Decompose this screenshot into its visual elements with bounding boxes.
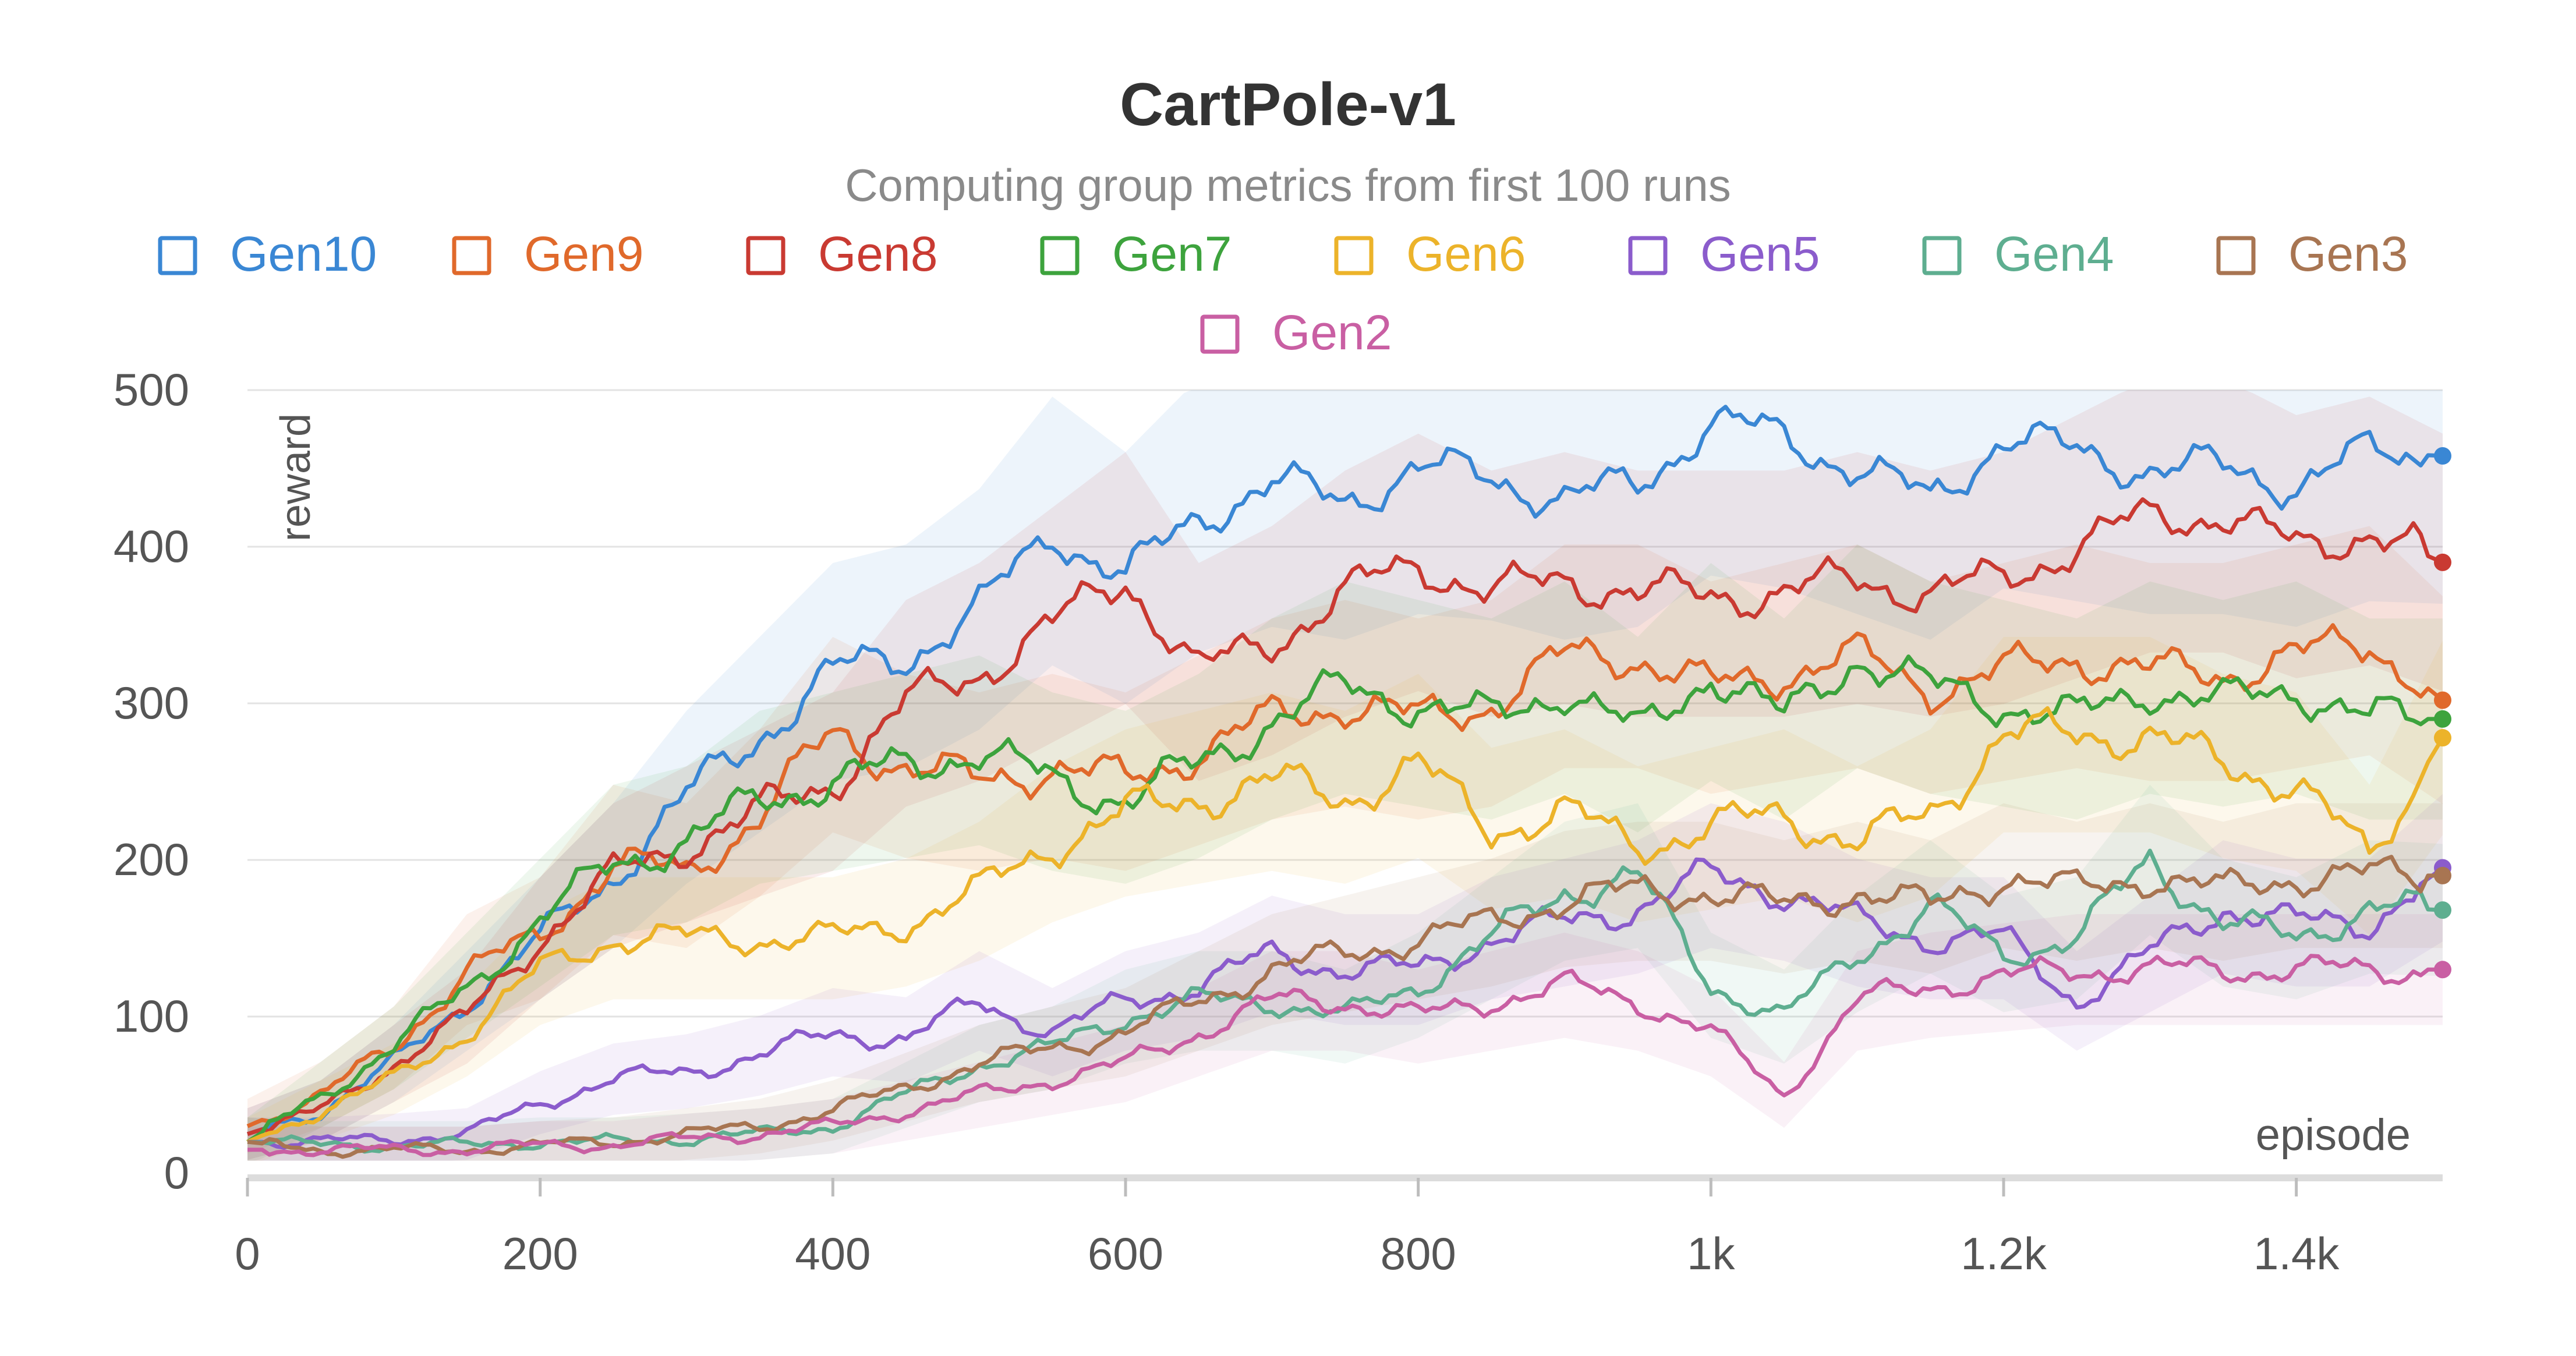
legend-item-gen7[interactable]: Gen7 (1040, 226, 1232, 281)
legend-item-gen5[interactable]: Gen5 (1628, 226, 1820, 281)
y-tick-label: 400 (114, 521, 189, 572)
series-end-point-gen8[interactable] (2434, 553, 2451, 571)
legend-swatch (1334, 236, 1374, 275)
legend-item-gen2[interactable]: Gen2 (1200, 305, 1392, 360)
y-tick-label: 200 (114, 834, 189, 885)
legend-item-gen3[interactable]: Gen3 (2216, 226, 2408, 281)
series-band-gen7 (247, 544, 2443, 1161)
series-lines (246, 405, 2451, 1159)
x-axis-label: episode (2256, 1110, 2411, 1160)
series-band-gen6 (247, 636, 2443, 1161)
legend-label: Gen9 (524, 226, 644, 281)
series-band-gen10 (247, 390, 2443, 1160)
legend-swatch (1200, 314, 1240, 354)
axes: 0 100 200 300 400 500 0 200 400 600 800 1k 1.2k 1.4k (114, 364, 2443, 1279)
legend-label: Gen7 (1112, 226, 1232, 281)
legend-swatch (746, 236, 785, 275)
y-tick-label: 300 (114, 677, 189, 728)
series-line-gen8[interactable] (246, 497, 2444, 1137)
series-line-gen10[interactable] (246, 405, 2443, 1137)
legend: Gen10 Gen9 Gen8 Gen7 Gen6 Gen5 Gen4 Gen3 Gen2 (158, 226, 2408, 360)
series-line-gen4[interactable] (247, 848, 2443, 1154)
legend-swatch (1628, 236, 1668, 275)
legend-swatch (1922, 236, 1962, 275)
legend-label: Gen4 (1994, 226, 2114, 281)
series-band-gen3 (247, 803, 2443, 1161)
x-tick-label: 400 (795, 1228, 871, 1279)
legend-item-gen9[interactable]: Gen9 (452, 226, 644, 281)
legend-label: Gen2 (1272, 305, 1392, 360)
series-end-point-gen4[interactable] (2434, 901, 2451, 919)
series-band-gen2 (247, 914, 2443, 1161)
x-tick-label: 800 (1381, 1228, 1456, 1279)
gridlines (247, 389, 2443, 1018)
legend-item-gen10[interactable]: Gen10 (158, 226, 377, 281)
series-band-gen8 (247, 390, 2443, 1160)
series-end-point-gen10[interactable] (2434, 447, 2451, 465)
x-tick-label: 200 (503, 1228, 578, 1279)
series-end-point-gen9[interactable] (2434, 691, 2451, 709)
series-end-point-gen7[interactable] (2434, 710, 2451, 728)
series-end-point-gen6[interactable] (2434, 729, 2451, 747)
legend-swatch (452, 236, 491, 275)
series-end-point-gen2[interactable] (2434, 961, 2451, 979)
legend-item-gen6[interactable]: Gen6 (1334, 226, 1526, 281)
legend-label: Gen5 (1700, 226, 1820, 281)
legend-swatch (1040, 236, 1080, 275)
legend-item-gen8[interactable]: Gen8 (746, 226, 938, 281)
legend-item-gen4[interactable]: Gen4 (1922, 226, 2114, 281)
legend-label: Gen3 (2288, 226, 2408, 281)
series-band-gen9 (247, 526, 2443, 1154)
x-tick-label: 1.2k (1961, 1228, 2047, 1279)
chart-title: CartPole-v1 (1120, 71, 1456, 139)
legend-label: Gen10 (230, 226, 377, 281)
chart-subtitle: Computing group metrics from first 100 r… (845, 160, 1731, 211)
x-tick-label: 600 (1088, 1228, 1163, 1279)
x-tick-label: 1k (1687, 1228, 1735, 1279)
x-tick-label: 1.4k (2253, 1228, 2340, 1279)
series-line-gen2[interactable] (247, 954, 2443, 1157)
series-line-gen6[interactable] (246, 706, 2445, 1144)
y-axis-label: reward (273, 413, 319, 541)
y-tick-label: 0 (164, 1147, 189, 1198)
x-tick-label: 0 (235, 1228, 260, 1279)
legend-swatch (158, 236, 197, 275)
y-tick-label: 500 (114, 364, 189, 415)
legend-swatch (2216, 236, 2256, 275)
legend-label: Gen8 (818, 226, 938, 281)
confidence-bands (247, 390, 2443, 1161)
series-line-gen5[interactable] (247, 857, 2444, 1150)
y-tick-label: 100 (114, 990, 189, 1042)
series-line-gen7[interactable] (246, 654, 2443, 1144)
series-end-point-gen3[interactable] (2434, 866, 2451, 884)
series-band-gen4 (247, 784, 2443, 1161)
legend-label: Gen6 (1406, 226, 1526, 281)
